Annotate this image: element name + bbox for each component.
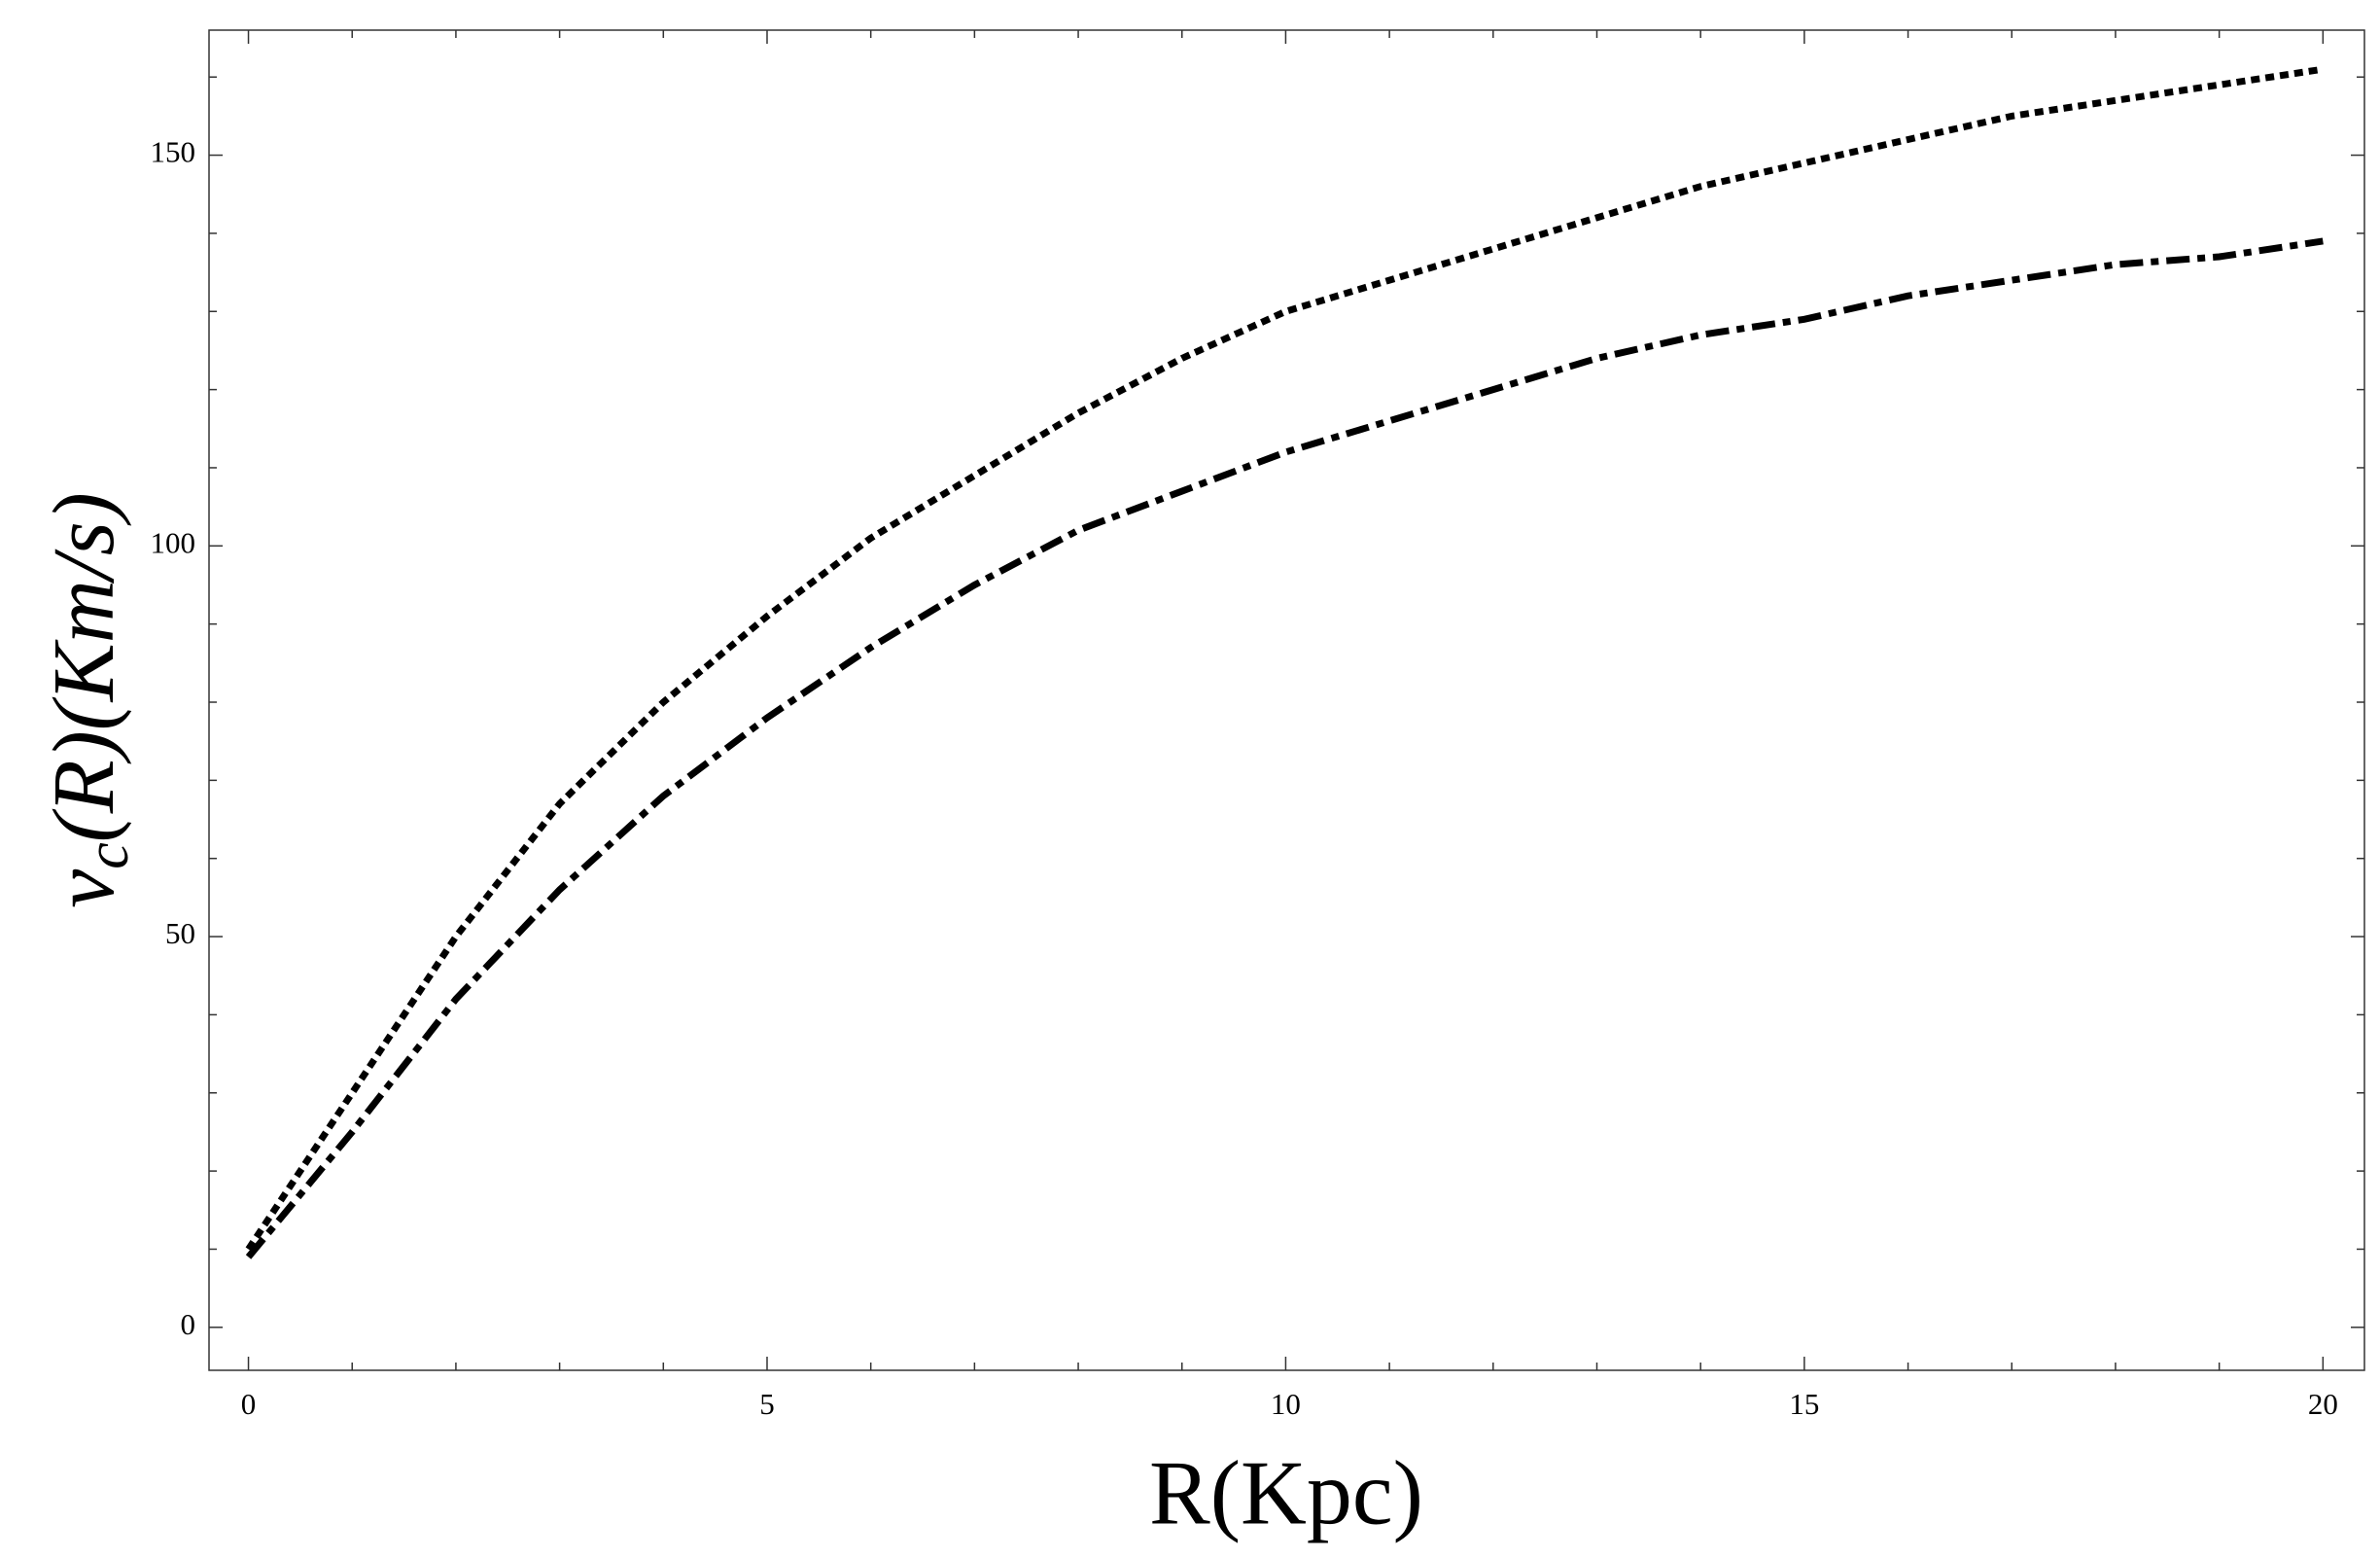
y-tick-label: 50	[165, 916, 195, 950]
x-tick-label: 10	[1271, 1387, 1301, 1421]
x-tick-label: 0	[241, 1387, 257, 1421]
y-axis-label: vc(R)(Km/s)	[36, 492, 142, 907]
y-label-main: v	[36, 869, 132, 908]
y-tick-label: 100	[151, 525, 196, 559]
plot-frame	[208, 29, 2365, 1371]
x-tick-label: 5	[759, 1387, 775, 1421]
y-tick-label: 0	[181, 1307, 196, 1341]
data-line	[245, 65, 2324, 1252]
y-label-sub: c	[75, 842, 141, 869]
y-tick-label: 150	[151, 135, 196, 169]
x-tick-label: 20	[2308, 1387, 2338, 1421]
data-line	[245, 237, 2324, 1259]
x-axis-label: R(Kpc)	[1149, 1443, 1423, 1544]
y-label-rest: (R)(Km/s)	[36, 492, 132, 842]
x-tick-label: 15	[1789, 1387, 1819, 1421]
